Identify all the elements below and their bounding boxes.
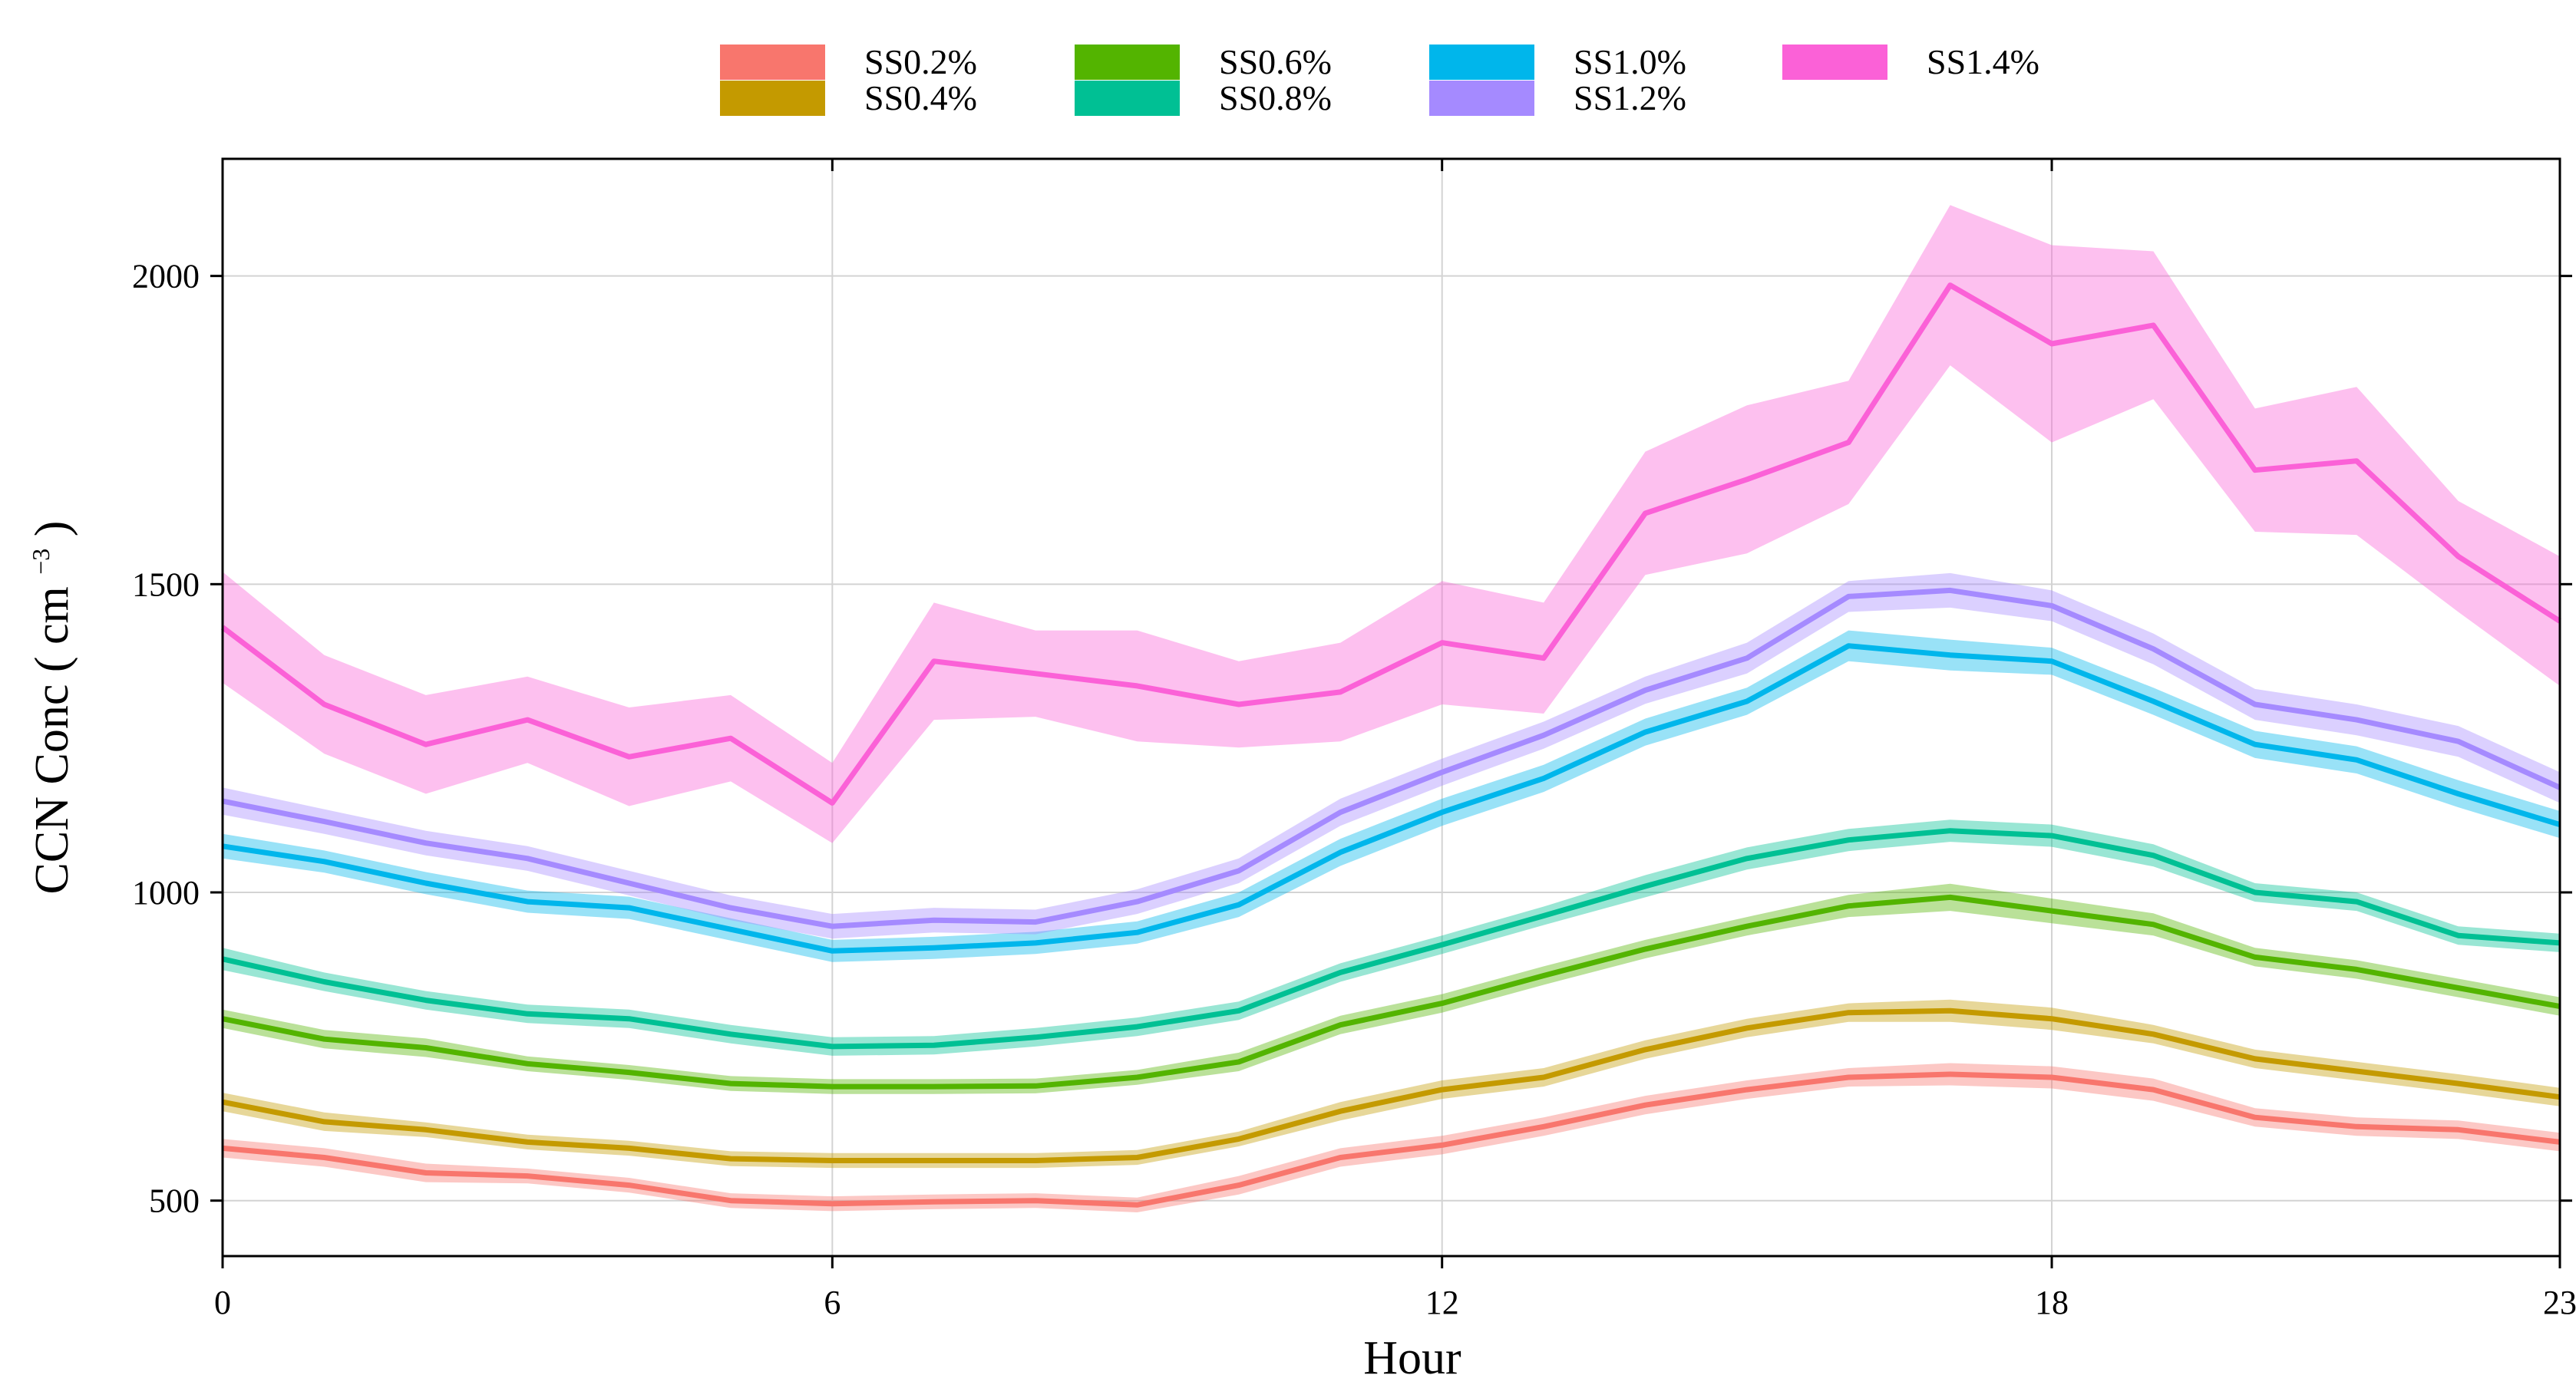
x-tick-label: 23 — [2543, 1284, 2576, 1321]
line-SS1.2% — [222, 587, 2561, 929]
legend-label-SS0.6%: SS0.6% — [1219, 42, 1332, 81]
legend-label-SS0.4%: SS0.4% — [864, 78, 977, 117]
y-tick-label: 1500 — [132, 566, 200, 603]
x-tick-label: 6 — [824, 1284, 841, 1321]
legend-swatch-SS1.2% — [1429, 81, 1534, 116]
legend-label-SS0.2%: SS0.2% — [864, 42, 977, 81]
x-tick-label: 0 — [214, 1284, 231, 1321]
legend: SS0.2%SS0.4% SS0.6%SS0.8% SS1.0%SS1.2% SS1.… — [720, 42, 2039, 117]
legend-label-SS0.8%: SS0.8% — [1219, 78, 1332, 117]
legend-label-SS1.4%: SS1.4% — [1927, 42, 2039, 81]
y-axis-title: CCN Conc ( cm −3 ) — [26, 521, 78, 895]
line-SS0.8% — [222, 828, 2561, 1050]
legend-swatch-SS1.4% — [1782, 45, 1887, 80]
axis-ticks: 0 6 12 18 23 500 1000 1500 2000 — [132, 159, 2576, 1321]
legend-label-SS1.0%: SS1.0% — [1574, 42, 1686, 81]
legend-swatch-SS0.4% — [720, 81, 825, 116]
x-axis-title: Hour — [1363, 1332, 1461, 1384]
y-tick-label: 1000 — [132, 874, 200, 912]
y-axis-title-main: CCN Conc ( cm — [26, 575, 78, 895]
legend-swatch-SS1.0% — [1429, 45, 1534, 80]
legend-label-SS1.2%: SS1.2% — [1574, 78, 1686, 117]
line-SS0.2% — [222, 1071, 2561, 1208]
y-axis-title-superscript: −3 — [27, 549, 54, 575]
legend-swatch-SS0.6% — [1075, 45, 1180, 80]
line-SS1.4% — [220, 282, 2561, 806]
y-tick-label: 2000 — [132, 258, 200, 295]
plot-frame — [221, 157, 2561, 1258]
line-SS1.0% — [222, 643, 2561, 954]
confidence-bands — [223, 205, 2560, 1212]
line-SS0.6% — [222, 894, 2561, 1090]
x-tick-label: 18 — [2035, 1284, 2069, 1321]
legend-swatch-SS0.8% — [1075, 81, 1180, 116]
y-axis-title-close: ) — [26, 521, 78, 549]
legend-swatch-SS0.2% — [720, 45, 825, 80]
series-lines — [220, 282, 2561, 1208]
band-SS1.4% — [223, 205, 2560, 843]
line-SS0.4% — [222, 1007, 2561, 1163]
x-tick-label: 12 — [1425, 1284, 1459, 1321]
y-tick-label: 500 — [149, 1182, 200, 1220]
